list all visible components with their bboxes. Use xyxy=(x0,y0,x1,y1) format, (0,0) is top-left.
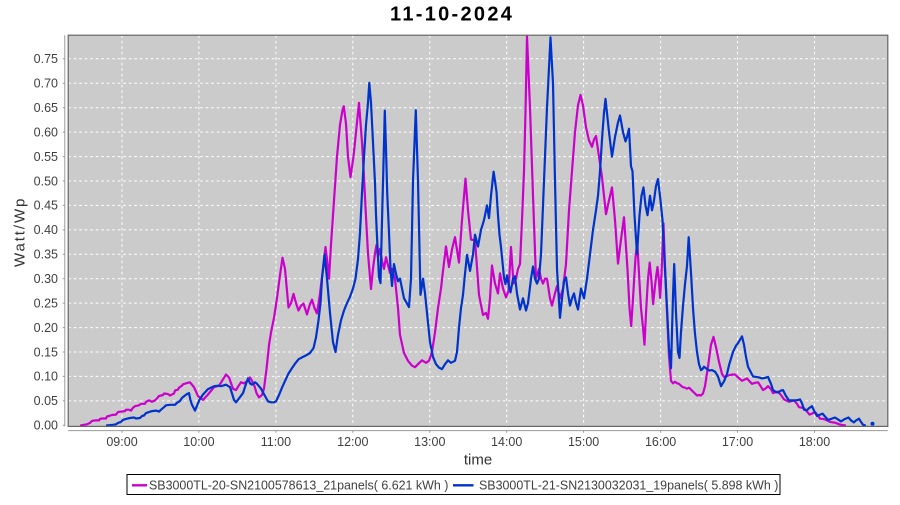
svg-text:time: time xyxy=(464,452,492,469)
svg-text:09:00: 09:00 xyxy=(106,435,137,449)
svg-text:0.15: 0.15 xyxy=(34,345,58,359)
svg-text:0.20: 0.20 xyxy=(34,321,58,335)
svg-text:0.35: 0.35 xyxy=(34,248,58,262)
svg-text:12:00: 12:00 xyxy=(337,435,368,449)
svg-text:SB3000TL-21-SN2130032031_19pan: SB3000TL-21-SN2130032031_19panels( 5.898… xyxy=(479,478,778,492)
svg-text:0.45: 0.45 xyxy=(34,199,58,213)
svg-text:0.70: 0.70 xyxy=(34,77,58,91)
svg-text:0.25: 0.25 xyxy=(34,296,58,310)
svg-text:0.50: 0.50 xyxy=(34,174,58,188)
svg-text:0.30: 0.30 xyxy=(34,272,58,286)
svg-text:13:00: 13:00 xyxy=(414,435,445,449)
svg-text:0.55: 0.55 xyxy=(34,150,58,164)
svg-text:10:00: 10:00 xyxy=(183,435,214,449)
svg-text:0.60: 0.60 xyxy=(34,125,58,139)
svg-text:0.00: 0.00 xyxy=(34,419,58,433)
svg-text:0.65: 0.65 xyxy=(34,101,58,115)
svg-text:0.05: 0.05 xyxy=(34,394,58,408)
svg-text:0.75: 0.75 xyxy=(34,52,58,66)
svg-text:15:00: 15:00 xyxy=(568,435,599,449)
svg-text:17:00: 17:00 xyxy=(722,435,753,449)
svg-text:14:00: 14:00 xyxy=(491,435,522,449)
svg-text:11-10-2024: 11-10-2024 xyxy=(390,4,514,26)
svg-text:11:00: 11:00 xyxy=(261,435,291,449)
svg-text:Watt/Wp: Watt/Wp xyxy=(12,197,29,267)
svg-text:16:00: 16:00 xyxy=(645,435,676,449)
svg-text:0.10: 0.10 xyxy=(34,370,58,384)
svg-text:0.40: 0.40 xyxy=(34,223,58,237)
svg-text:18:00: 18:00 xyxy=(799,435,830,449)
svg-text:SB3000TL-20-SN2100578613_21pan: SB3000TL-20-SN2100578613_21panels( 6.621… xyxy=(149,478,448,492)
